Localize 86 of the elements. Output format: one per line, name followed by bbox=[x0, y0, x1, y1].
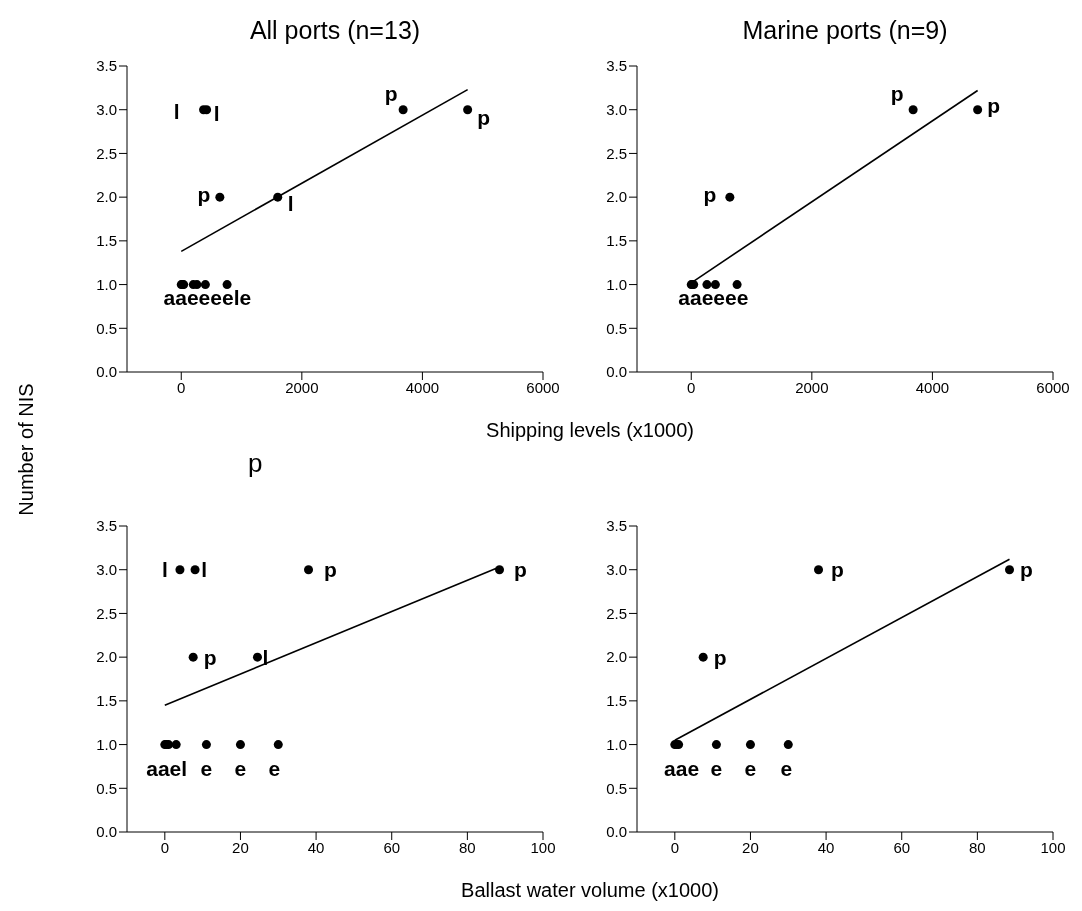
y-tick-label: 1.5 bbox=[606, 692, 627, 710]
y-tick-label: 2.5 bbox=[606, 604, 627, 622]
y-tick-label: 1.5 bbox=[606, 232, 627, 250]
x-tick-label: 4000 bbox=[405, 378, 440, 396]
x-tick-label: 80 bbox=[459, 838, 476, 856]
annotation: l bbox=[173, 100, 180, 124]
annotation: p bbox=[890, 82, 904, 106]
y-tick-label: 1.0 bbox=[606, 275, 627, 293]
x-tick-label: 0 bbox=[177, 378, 186, 396]
y-tick-label: 1.5 bbox=[96, 692, 117, 710]
y-tick-label: 1.0 bbox=[96, 275, 117, 293]
y-tick-label: 0.0 bbox=[96, 363, 117, 381]
y-tick-label: 1.5 bbox=[96, 232, 117, 250]
y-tick-label: 2.5 bbox=[96, 144, 117, 162]
y-tick-label: 0.5 bbox=[606, 319, 627, 337]
annotation: e bbox=[710, 757, 723, 781]
y-tick-label: 0.5 bbox=[96, 779, 117, 797]
y-tick-label: 0.0 bbox=[96, 823, 117, 841]
y-tick-label: 2.5 bbox=[96, 604, 117, 622]
y-tick-label: 3.0 bbox=[96, 101, 117, 119]
annotation: p bbox=[324, 558, 337, 582]
x-tick-label: 40 bbox=[307, 838, 325, 856]
annotation: l bbox=[287, 191, 294, 215]
y-tick-label: 3.5 bbox=[96, 57, 117, 75]
annotation: p bbox=[197, 182, 211, 206]
x-tick-label: 0 bbox=[687, 378, 696, 396]
x-tick-label: 100 bbox=[1040, 838, 1066, 856]
annotation: p bbox=[831, 558, 844, 582]
chart-title: Marine ports (n=9) bbox=[741, 16, 949, 45]
y-tick-label: 0.5 bbox=[96, 319, 117, 337]
x-axis-title: Shipping levels (x1000) bbox=[485, 419, 695, 442]
y-axis-title: Number of NIS bbox=[14, 382, 38, 518]
annotation: e bbox=[744, 757, 757, 781]
x-tick-label: 6000 bbox=[1036, 378, 1070, 396]
text: p bbox=[248, 448, 263, 479]
x-tick-label: 40 bbox=[817, 838, 835, 856]
y-tick-label: 2.0 bbox=[606, 648, 627, 666]
y-tick-label: 1.0 bbox=[96, 735, 117, 753]
y-tick-label: 2.0 bbox=[96, 648, 117, 666]
x-tick-label: 20 bbox=[742, 838, 759, 856]
annotation: p bbox=[384, 82, 398, 106]
y-tick-label: 3.5 bbox=[96, 517, 117, 535]
chart-title: All ports (n=13) bbox=[248, 16, 422, 45]
annotation: aaeeee bbox=[678, 286, 749, 310]
y-tick-label: 0.0 bbox=[606, 363, 627, 381]
x-tick-label: 0 bbox=[670, 838, 679, 856]
x-axis-title: Ballast water volume (x1000) bbox=[460, 879, 720, 902]
annotation: e bbox=[200, 757, 213, 781]
y-tick-label: 3.0 bbox=[96, 561, 117, 579]
x-tick-label: 2000 bbox=[285, 378, 319, 396]
annotation: p bbox=[477, 106, 491, 130]
annotation: l bbox=[201, 558, 207, 582]
annotation: l bbox=[262, 645, 269, 669]
annotation: p bbox=[514, 558, 527, 582]
x-tick-label: 4000 bbox=[915, 378, 950, 396]
annotation: aaeeeele bbox=[163, 286, 252, 310]
annotation: p bbox=[203, 645, 217, 669]
y-tick-label: 2.0 bbox=[96, 188, 117, 206]
y-tick-label: 3.5 bbox=[606, 517, 627, 535]
annotation: e bbox=[234, 757, 247, 781]
y-tick-label: 3.0 bbox=[606, 561, 627, 579]
y-tick-label: 1.0 bbox=[606, 735, 627, 753]
annotation: e bbox=[268, 757, 281, 781]
x-tick-label: 0 bbox=[160, 838, 169, 856]
y-tick-label: 3.5 bbox=[606, 57, 627, 75]
annotation: e bbox=[780, 757, 793, 781]
annotation: p bbox=[703, 182, 717, 206]
annotation: l bbox=[213, 102, 220, 126]
y-tick-label: 0.5 bbox=[606, 779, 627, 797]
x-tick-label: 80 bbox=[969, 838, 986, 856]
annotation: p bbox=[1020, 558, 1033, 582]
x-tick-label: 20 bbox=[232, 838, 249, 856]
annotation: l bbox=[162, 558, 168, 582]
annotation: p bbox=[713, 645, 727, 669]
y-tick-label: 2.5 bbox=[606, 144, 627, 162]
annotation: p bbox=[987, 94, 1001, 118]
y-tick-label: 2.0 bbox=[606, 188, 627, 206]
x-tick-label: 60 bbox=[893, 838, 911, 856]
x-tick-label: 6000 bbox=[526, 378, 560, 396]
x-tick-label: 2000 bbox=[795, 378, 829, 396]
x-tick-label: 100 bbox=[530, 838, 556, 856]
annotation: aae bbox=[664, 757, 700, 781]
y-tick-label: 3.0 bbox=[606, 101, 627, 119]
y-tick-label: 0.0 bbox=[606, 823, 627, 841]
x-tick-label: 60 bbox=[383, 838, 401, 856]
annotation: aael bbox=[146, 757, 188, 781]
